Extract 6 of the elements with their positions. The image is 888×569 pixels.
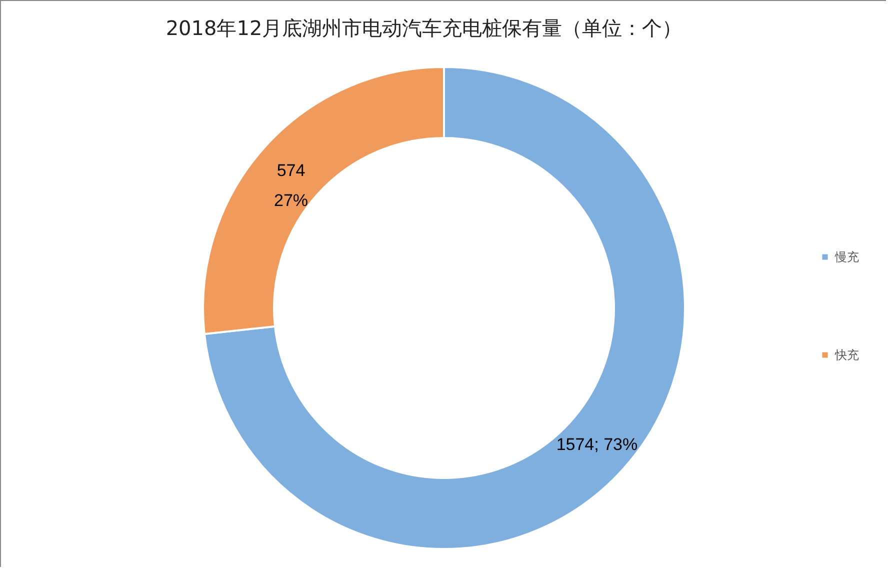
donut-slice — [203, 66, 686, 550]
data-label: 1574; 73% — [556, 435, 638, 454]
chart-title: 2018年12月底湖州市电动汽车充电桩保有量（单位：个） — [166, 16, 682, 40]
legend-label: 快充 — [834, 348, 859, 362]
data-label: 574 27% — [274, 160, 308, 210]
legend-label: 慢充 — [834, 250, 859, 264]
